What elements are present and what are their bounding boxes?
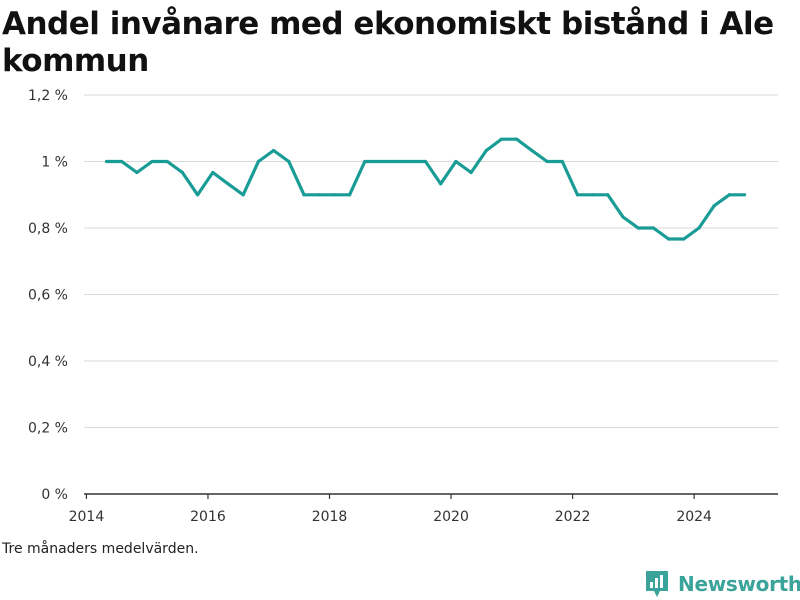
data-point (150, 159, 154, 164)
brand-label: Newsworthy (678, 572, 800, 596)
chart-title: Andel invånare med ekonomiskt bistånd i … (2, 6, 774, 79)
x-tick-label: 2014 (69, 509, 105, 525)
data-point (363, 159, 367, 164)
data-point (393, 159, 397, 164)
data-point (226, 182, 230, 186)
data-point (104, 159, 109, 164)
data-point (560, 159, 564, 164)
data-point (606, 193, 610, 197)
data-point (712, 204, 716, 208)
data-point (378, 159, 382, 164)
x-tick-label: 2022 (555, 509, 591, 525)
data-point (454, 159, 458, 164)
y-tick-label: 0,6 % (28, 288, 68, 304)
data-point (408, 159, 412, 164)
data-point (667, 237, 671, 241)
x-axis-ticks: 2014 2016 2018 2020 2022 2024 (69, 494, 712, 525)
footnote: Tre månaders medelvärden. (2, 541, 199, 557)
data-point (727, 193, 731, 197)
data-point (469, 170, 473, 175)
y-tick-label: 0 % (41, 487, 68, 503)
y-tick-label: 0,4 % (28, 354, 68, 370)
data-point (241, 193, 245, 197)
brand-logo[interactable]: Newsworthy (644, 568, 800, 600)
data-point (499, 137, 504, 141)
series-line (106, 137, 745, 241)
x-tick-label: 2016 (190, 509, 226, 525)
data-point (439, 182, 443, 186)
x-tick-label: 2024 (676, 509, 712, 525)
data-point (621, 215, 625, 219)
data-point (332, 193, 336, 197)
data-point (317, 193, 321, 197)
data-point (636, 226, 640, 230)
data-point (302, 193, 306, 197)
data-point (484, 148, 488, 153)
grid-lines (84, 94, 778, 428)
data-point (591, 193, 595, 197)
data-point (575, 193, 580, 197)
data-point (211, 170, 215, 175)
x-tick-label: 2020 (433, 509, 469, 525)
data-point (697, 226, 701, 230)
y-axis-ticks: 0 % 0,2 % 0,4 % 0,6 % 0,8 % 1 % 1,2 % (28, 88, 68, 503)
data-point (272, 148, 276, 153)
y-tick-label: 0,2 % (28, 421, 68, 437)
data-point (515, 137, 519, 141)
y-tick-label: 0,8 % (28, 221, 68, 237)
newsworthy-logo-icon (646, 571, 668, 597)
data-point (180, 170, 185, 175)
data-point (287, 159, 291, 164)
data-point (530, 148, 534, 153)
data-point (256, 159, 261, 164)
x-tick-label: 2018 (312, 509, 348, 525)
data-point (651, 226, 656, 230)
y-tick-label: 1,2 % (28, 88, 68, 104)
data-point (196, 193, 200, 197)
data-point (135, 170, 139, 175)
series-layer (104, 137, 747, 241)
data-point (682, 237, 686, 241)
data-point (545, 159, 549, 164)
data-point (165, 159, 169, 164)
y-tick-label: 1 % (41, 155, 68, 171)
data-point (423, 159, 428, 164)
data-point (120, 159, 124, 164)
data-point (742, 193, 747, 197)
data-point (347, 193, 352, 197)
